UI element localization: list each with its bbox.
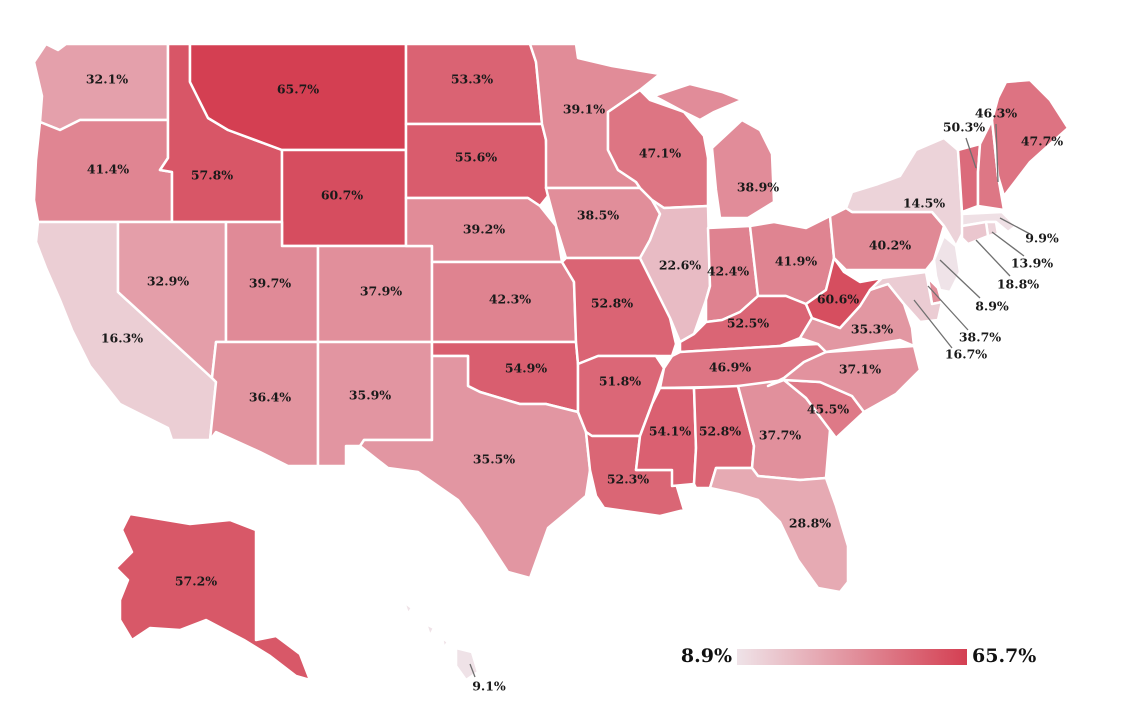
state-label-sd: 55.6% [455, 150, 497, 165]
state-label-tn: 46.9% [709, 360, 751, 375]
state-label-la: 52.3% [607, 472, 649, 487]
state-label-va: 35.3% [851, 322, 893, 337]
state-vt [956, 142, 982, 214]
state-label-ca: 16.3% [101, 331, 143, 346]
state-label-al: 52.8% [699, 424, 741, 439]
state-label-wv: 60.6% [817, 292, 859, 307]
state-ia [544, 186, 662, 260]
state-nj [932, 234, 962, 294]
state-label-fl: 28.8% [789, 516, 831, 531]
state-fl [708, 466, 850, 594]
state-label-or: 41.4% [87, 162, 129, 177]
state-me [990, 78, 1070, 198]
state-hi [402, 600, 480, 682]
state-label-md: 16.7% [945, 347, 987, 362]
state-ms [634, 386, 698, 488]
states-layer [32, 42, 1070, 682]
state-label-vt: 50.3% [943, 120, 985, 135]
state-nc [766, 344, 922, 414]
state-label-ri: 13.9% [1011, 256, 1053, 271]
state-md [868, 270, 944, 324]
state-label-ct: 18.8% [997, 277, 1039, 292]
leader-line-ri [991, 231, 1025, 257]
state-label-mt: 65.7% [277, 82, 319, 97]
leader-line-ma [999, 217, 1031, 235]
leader-line-hi [469, 663, 476, 678]
state-label-mn: 39.1% [563, 102, 605, 117]
leader-line-de [927, 285, 969, 331]
state-label-ok: 54.9% [505, 361, 547, 376]
state-label-wi: 47.1% [639, 146, 681, 161]
state-label-wy: 60.7% [321, 188, 363, 203]
state-label-ky: 52.5% [727, 316, 769, 331]
state-label-nc: 37.1% [839, 362, 881, 377]
state-label-nh: 46.3% [975, 106, 1017, 121]
state-label-me: 47.7% [1021, 134, 1063, 149]
leader-line-vt [965, 137, 977, 169]
state-label-tx: 35.5% [473, 452, 515, 467]
state-label-ny: 14.5% [903, 196, 945, 211]
state-label-sc: 45.5% [807, 402, 849, 417]
color-legend: 8.9% 65.7% [681, 645, 1036, 667]
state-label-hi: 9.1% [472, 679, 506, 694]
state-label-pa: 40.2% [869, 238, 911, 253]
state-label-mo: 52.8% [591, 296, 633, 311]
state-label-nv: 32.9% [147, 274, 189, 289]
state-la [584, 430, 686, 518]
state-label-ut: 39.7% [249, 276, 291, 291]
legend-max-label: 65.7% [972, 645, 1036, 667]
state-wa [32, 42, 170, 132]
state-sd [404, 122, 550, 208]
state-label-ak: 57.2% [175, 574, 217, 589]
state-label-nj: 8.9% [975, 299, 1009, 314]
state-ct [960, 220, 990, 246]
state-label-ms: 54.1% [649, 424, 691, 439]
state-label-az: 36.4% [249, 390, 291, 405]
state-mi [652, 82, 776, 220]
state-label-in: 42.4% [707, 264, 749, 279]
leader-line-md [913, 299, 953, 349]
state-label-ma: 9.9% [1025, 231, 1059, 246]
state-label-wa: 32.1% [86, 72, 128, 87]
leader-line-ct [975, 239, 1011, 277]
state-labels: 32.1% 41.4% 16.3% 57.8% 32.9% 65.7% 60.7% 39.7%… [86, 72, 1063, 694]
state-label-oh: 41.9% [775, 254, 817, 269]
legend-min-label: 8.9% [681, 645, 732, 667]
state-label-id: 57.8% [191, 168, 233, 183]
state-label-nm: 35.9% [349, 388, 391, 403]
state-label-nd: 53.3% [451, 72, 493, 87]
state-ak [114, 512, 312, 682]
state-label-ne: 39.2% [463, 222, 505, 237]
state-label-ks: 42.3% [489, 292, 531, 307]
state-label-il: 22.6% [659, 258, 701, 273]
state-label-mi: 38.9% [737, 180, 779, 195]
state-label-ga: 37.7% [759, 428, 801, 443]
state-label-ar: 51.8% [599, 374, 641, 389]
legend-gradient-bar [737, 649, 967, 665]
state-label-ia: 38.5% [577, 208, 619, 223]
state-label-co: 37.9% [360, 284, 402, 299]
leader-line-nh [995, 123, 999, 183]
state-tx [358, 354, 592, 580]
leader-lines [469, 123, 1031, 678]
state-label-de: 38.7% [959, 330, 1001, 345]
leader-line-nj [939, 259, 981, 299]
